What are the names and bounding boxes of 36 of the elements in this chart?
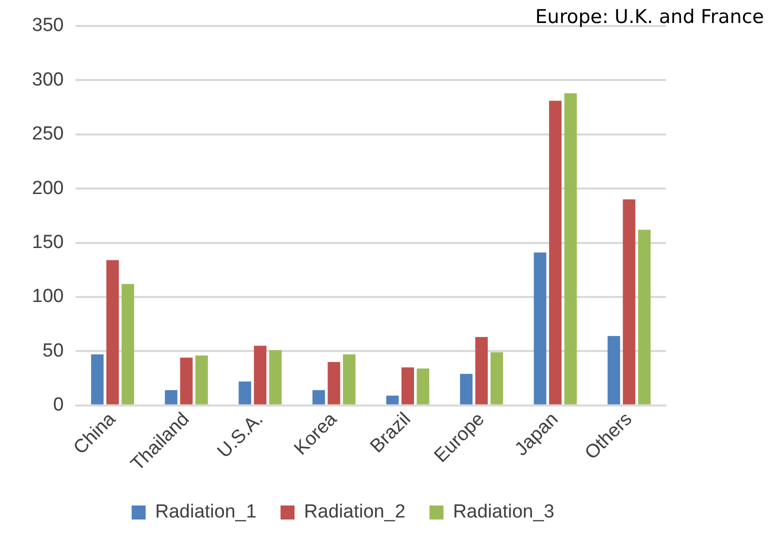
bar <box>564 93 577 404</box>
y-tick-label: 350 <box>32 15 64 36</box>
y-tick-label: 100 <box>32 286 64 308</box>
y-tick-label: 300 <box>32 69 64 90</box>
bar <box>342 354 356 404</box>
bar <box>416 368 430 404</box>
bar <box>490 352 504 404</box>
bar <box>91 354 104 404</box>
bar <box>549 100 562 404</box>
y-tick-label: 0 <box>53 394 64 416</box>
y-tick-label: 250 <box>32 124 64 145</box>
bar <box>386 396 399 404</box>
bar <box>401 367 414 404</box>
legend-label: Radiation_3 <box>452 502 554 523</box>
annotation: Europe: U.K. and France <box>535 6 764 28</box>
bar <box>622 199 636 404</box>
bar <box>195 355 208 404</box>
y-tick-label: 50 <box>42 340 64 362</box>
bar <box>269 350 282 404</box>
bar <box>238 382 252 404</box>
bar <box>312 390 325 404</box>
y-tick-label: 150 <box>32 232 64 253</box>
bar <box>638 230 651 404</box>
bar <box>122 284 134 404</box>
bar <box>164 390 178 404</box>
bar <box>475 337 488 404</box>
bar <box>254 346 266 404</box>
bar <box>328 362 340 404</box>
legend-label: Radiation_2 <box>304 502 406 523</box>
y-tick-label: 200 <box>32 178 64 199</box>
legend-label: Radiation_1 <box>155 502 257 523</box>
bar <box>534 252 546 404</box>
bar <box>460 374 473 404</box>
bar <box>608 336 620 404</box>
bar <box>106 260 119 404</box>
bar <box>180 358 193 404</box>
